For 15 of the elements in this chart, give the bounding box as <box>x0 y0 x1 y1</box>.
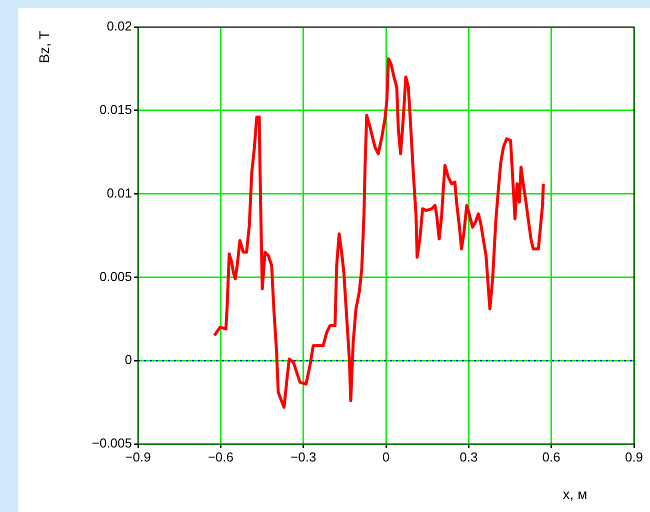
x-tick-label: −0.9 <box>125 449 151 464</box>
x-tick-label: −0.3 <box>290 449 316 464</box>
y-tick-label: −0.005 <box>92 436 132 451</box>
x-tick-label: 0.6 <box>542 449 560 464</box>
y-tick-label: 0.02 <box>106 18 132 34</box>
x-tick-label: 0.9 <box>624 449 644 464</box>
x-tick-label: 0.3 <box>460 449 478 464</box>
y-tick-label: 0.005 <box>99 268 132 284</box>
y-tick-label: 0 <box>124 352 132 368</box>
x-axis-title: x, м <box>562 486 588 502</box>
y-axis-title: Bz, T <box>36 30 52 64</box>
y-tick-label: 0.015 <box>99 102 132 117</box>
y-tick-label: 0.01 <box>106 185 132 200</box>
x-tick-label: −0.6 <box>208 449 234 464</box>
x-tick-label: 0 <box>382 449 390 464</box>
